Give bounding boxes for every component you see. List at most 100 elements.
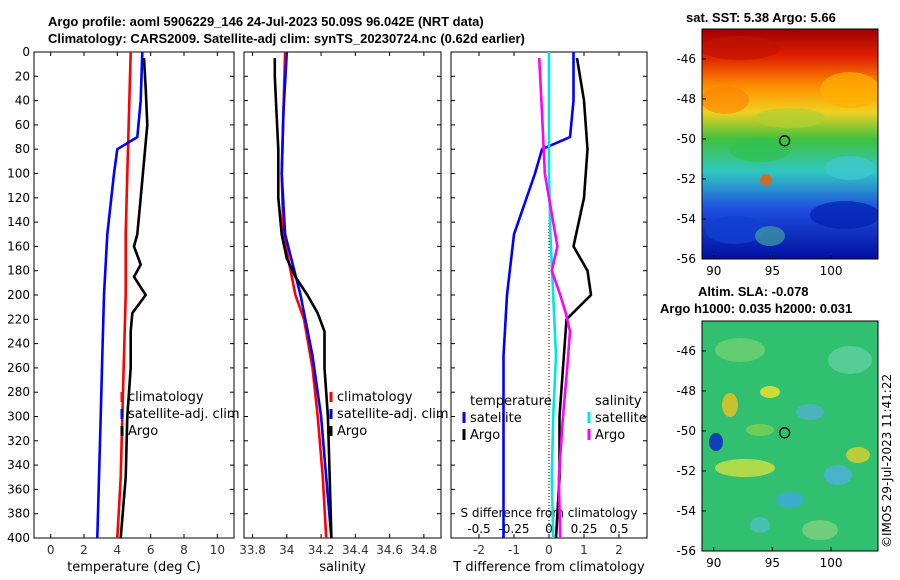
- y-tick-label: 20: [15, 69, 30, 83]
- sst_map-lon-label: 90: [706, 264, 721, 278]
- s-tick-label: 0: [545, 522, 553, 536]
- salinity-xlabel: salinity: [319, 560, 366, 575]
- y-tick-label: 60: [15, 118, 30, 132]
- y-tick-label: 240: [7, 337, 30, 351]
- temperature-panel: 0 20 40 60 80 100 120 140 160 180 200 220 240 260 280 3…: [7, 45, 240, 575]
- sla_map-lon-label: 100: [820, 556, 843, 570]
- y-tick-label: 160: [7, 239, 30, 253]
- x-tick-label: 34: [279, 543, 294, 557]
- sst-map: -46 -48 -50 -52 -54 -56 90 95 100: [676, 28, 879, 278]
- x-tick-label: -2: [473, 543, 485, 557]
- sst-map-title: sat. SST: 5.38 Argo: 5.66: [686, 10, 836, 25]
- sst-map-axes: -46 -48 -50 -52 -54 -56 90 95 100: [676, 52, 842, 278]
- y-tick-label: 140: [7, 215, 30, 229]
- s-tick-label: -0.25: [498, 522, 529, 536]
- s-diff-axis-label: S difference from climatology: [461, 506, 638, 520]
- x-tick-label: 8: [180, 543, 188, 557]
- sla-map-axes: -46 -48 -50 -52 -54 -56 90 95 100: [676, 344, 842, 570]
- legend-title: salinity: [595, 394, 642, 409]
- x-tick-label: 0: [47, 543, 55, 557]
- y-tick-label: 260: [7, 361, 30, 375]
- s-tick-label: 0.5: [609, 522, 628, 536]
- salinity-series-satellite-adj-clim: [280, 51, 333, 539]
- y-tick-label: 40: [15, 94, 30, 108]
- temperature-xlabel: temperature (deg C): [67, 560, 201, 575]
- difference-series-s-satellite: [547, 52, 558, 539]
- sla_map-lat-label: -48: [676, 384, 696, 398]
- x-tick-label: 2: [615, 543, 623, 557]
- sst_map-lat-label: -56: [676, 252, 696, 266]
- temperature-series-climatology: [116, 51, 132, 539]
- sst_map-lat-label: -54: [676, 212, 696, 226]
- sla_map-lon-label: 90: [706, 556, 721, 570]
- y-tick-label: 400: [7, 531, 30, 545]
- sla_map-lat-label: -46: [676, 344, 696, 358]
- y-tick-label: 360: [7, 482, 30, 496]
- legend-label: Argo: [128, 424, 158, 439]
- sst_map-lat-label: -52: [676, 172, 696, 186]
- salinity-frame: [243, 51, 442, 539]
- sst-argo-marker: [778, 135, 791, 147]
- y-tick-label: 280: [7, 385, 30, 399]
- sst-map-frame: [701, 28, 879, 260]
- x-tick-label: 1: [580, 543, 588, 557]
- salinity-series-argo: [273, 58, 333, 539]
- sst_map-lat-label: -48: [676, 92, 696, 106]
- x-tick-label: 34.8: [411, 543, 438, 557]
- difference-panel: -2 -1 0 1 2 T difference from climatology S di…: [450, 51, 648, 575]
- sla_map-lat-label: -56: [676, 544, 696, 558]
- y-tick-label: 100: [7, 167, 30, 181]
- y-tick-label: 220: [7, 312, 30, 326]
- temperature-series-satellite-adj-clim: [96, 51, 144, 539]
- sla_map-lat-label: -52: [676, 464, 696, 478]
- x-tick-label: 34.2: [308, 543, 335, 557]
- legend-label: satellite-adj. clim: [337, 407, 449, 422]
- y-tick-label: 120: [7, 191, 30, 205]
- difference-series-t-satellite: [502, 52, 575, 538]
- sst_map-lat-label: -46: [676, 52, 696, 66]
- x-tick-label: 4: [114, 543, 122, 557]
- x-tick-label: 10: [210, 543, 225, 557]
- sla-map-title-line2: Argo h1000: 0.035 h2000: 0.031: [660, 301, 853, 316]
- s-tick-label: 0.25: [571, 522, 598, 536]
- sla-map-features: [709, 338, 872, 540]
- legend-label: Argo: [470, 428, 500, 443]
- x-tick-label: 34.6: [376, 543, 403, 557]
- legend-label: climatology: [337, 390, 413, 405]
- legend-label: satellite: [595, 411, 647, 426]
- figure-title-line2: Climatology: CARS2009. Satellite-adj cli…: [48, 31, 525, 46]
- y-tick-label: 380: [7, 507, 30, 521]
- legend-label: satellite-adj. clim: [128, 407, 240, 422]
- sla-map-title-line1: Altim. SLA: -0.078: [698, 284, 809, 299]
- sla-argo-marker: [778, 427, 791, 439]
- x-tick-label: 0: [545, 543, 553, 557]
- y-tick-label: 320: [7, 434, 30, 448]
- x-tick-label: -1: [508, 543, 520, 557]
- y-tick-label: 340: [7, 458, 30, 472]
- x-tick-label: 34.4: [342, 543, 369, 557]
- sst_map-lon-label: 95: [765, 264, 780, 278]
- salinity-panel: 33.8 34 34.2 34.4 34.6 34.8 salinity climatolog…: [239, 51, 449, 575]
- sla_map-lon-label: 95: [765, 556, 780, 570]
- legend-label: satellite: [470, 411, 522, 426]
- difference-series-s-argo: [537, 58, 572, 539]
- legend-label: climatology: [128, 390, 204, 405]
- sla_map-lat-label: -54: [676, 504, 696, 518]
- y-tick-label: 180: [7, 264, 30, 278]
- x-tick-label: 2: [80, 543, 88, 557]
- legend-title: temperature: [470, 394, 552, 409]
- legend-label: Argo: [337, 424, 367, 439]
- difference-series-t-argo: [554, 57, 593, 539]
- difference-xlabel: T difference from climatology: [452, 560, 645, 575]
- x-tick-label: 6: [147, 543, 155, 557]
- legend-label: Argo: [595, 428, 625, 443]
- x-tick-label: 33.8: [239, 543, 266, 557]
- sla-map: -46 -48 -50 -52 -54 -56 90 95 100: [676, 320, 879, 570]
- s-tick-label: -0.5: [467, 522, 490, 536]
- y-tick-label: 200: [7, 288, 30, 302]
- y-tick-label: 80: [15, 142, 30, 156]
- figure-title-line1: Argo profile: aoml 5906229_146 24-Jul-20…: [48, 14, 484, 29]
- sst-map-features: [702, 36, 878, 246]
- temperature-series-argo: [119, 58, 149, 539]
